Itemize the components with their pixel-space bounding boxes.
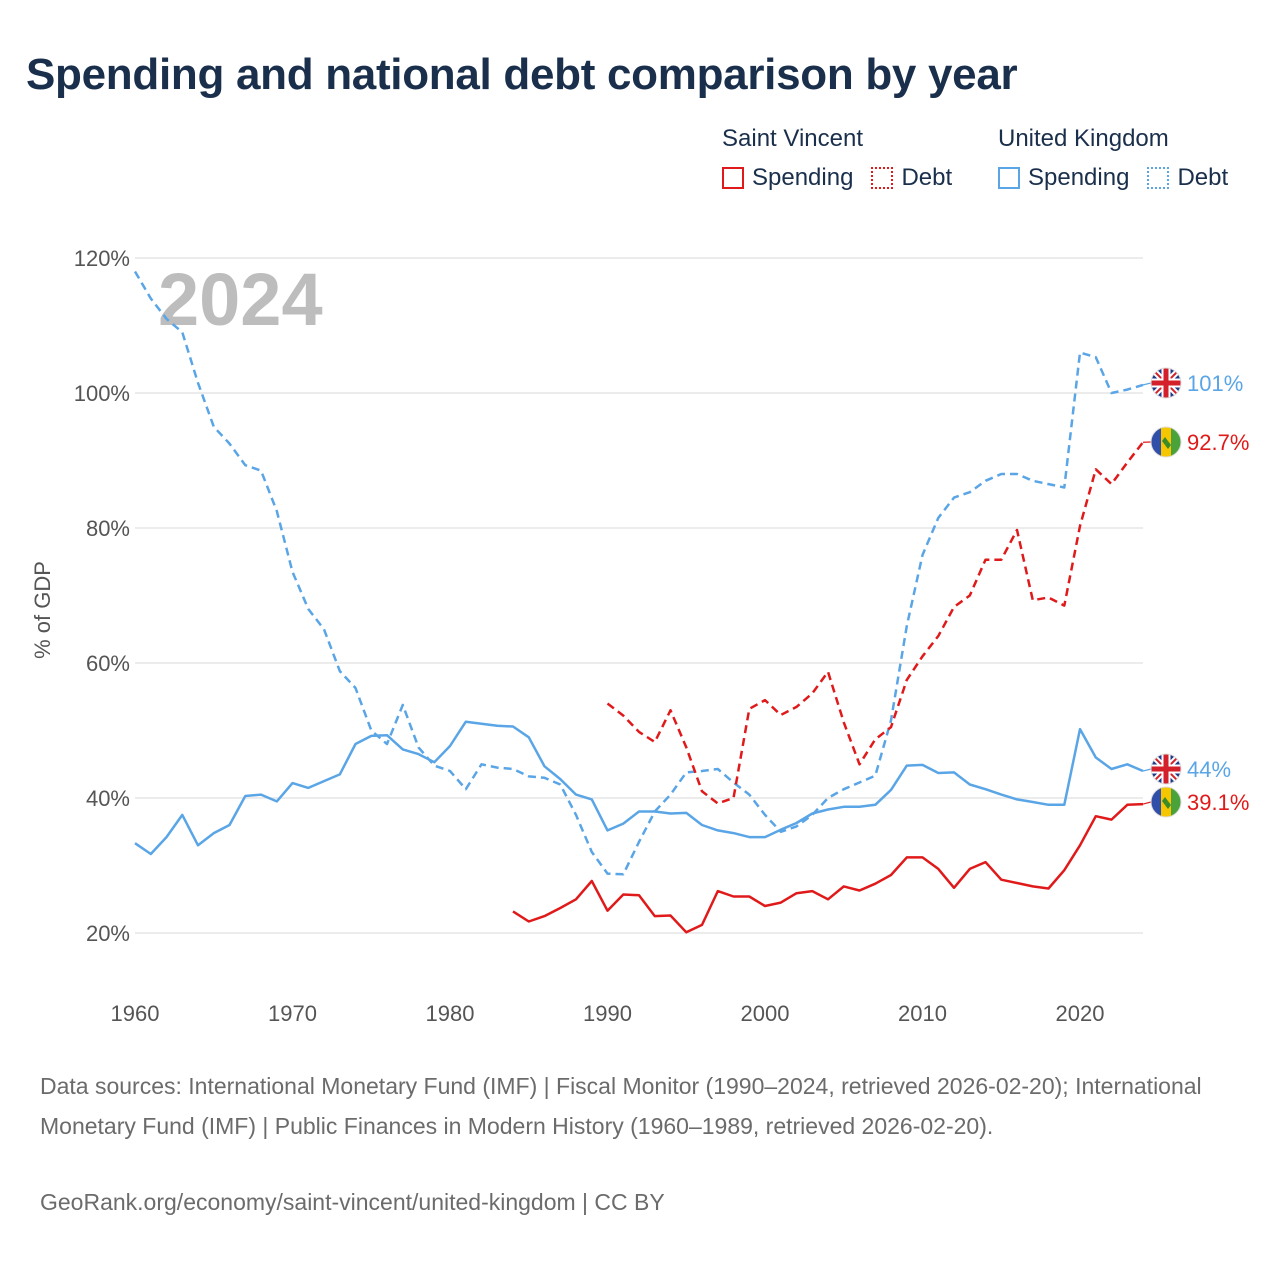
y-axis-label: % of GDP [30,561,55,659]
x-tick-label: 1970 [268,1001,317,1026]
year-watermark: 2024 [158,258,323,341]
y-tick-label: 80% [86,516,130,541]
solid-line-swatch-icon [722,167,744,189]
uk-flag-icon [1150,753,1182,785]
legend-united-kingdom: United Kingdom Spending Debt [998,122,1246,192]
leader-line [1142,801,1152,805]
series-line-saint-vincent-debt[interactable] [606,441,1144,805]
legend-group-title: Saint Vincent [722,125,863,152]
x-tick-label: 2000 [741,1001,790,1026]
y-tick-label: 20% [86,921,130,946]
y-tick-label: 40% [86,786,130,811]
legend-item-sv-debt[interactable]: Debt [871,164,952,192]
end-markers: 101% 92.7% 44% 39.1% [1142,367,1249,818]
end-value-label: 92.7% [1187,430,1249,455]
x-tick-label: 1990 [583,1001,632,1026]
legend-item-label: Spending [752,164,854,191]
saint-vincent-flag-icon [1150,786,1182,818]
solid-line-swatch-icon [998,167,1020,189]
dotted-line-swatch-icon [871,167,894,189]
legend-saint-vincent: Saint Vincent Spending Debt [722,122,970,192]
y-tick-label: 120% [74,246,130,271]
legend-group-title: United Kingdom [998,125,1169,152]
uk-flag-icon [1150,367,1182,399]
series-line-united-kingdom-spending[interactable] [134,720,1144,856]
legend-item-label: Debt [1177,164,1229,191]
legend-item-uk-spending[interactable]: Spending [998,164,1129,192]
dotted-line-swatch-icon [1147,167,1170,189]
x-tick-label: 1960 [111,1001,160,1026]
end-value-label: 44% [1187,757,1231,782]
y-tick-label: 100% [74,381,130,406]
legend-item-sv-spending[interactable]: Spending [722,164,853,192]
series [133,270,1144,934]
chart-title: Spending and national debt comparison by… [26,50,1018,99]
legend-item-label: Spending [1028,164,1130,191]
y-axis: 20% 40% 60% 80% 100% 120% [74,246,130,946]
data-sources-note: Data sources: International Monetary Fun… [40,1073,1202,1139]
legend-item-label: Debt [901,164,953,191]
series-line-united-kingdom-debt[interactable] [133,270,1144,876]
line-chart: 20% 40% 60% 80% 100% 120% 1960 1970 1980 1990 200… [30,246,1249,1026]
gridlines [135,257,1143,934]
leader-line [1142,768,1152,772]
y-tick-label: 60% [86,651,130,676]
end-value-label: 101% [1187,371,1243,396]
x-tick-label: 1980 [426,1001,475,1026]
series-line-saint-vincent-spending[interactable] [512,802,1144,934]
leader-line [1142,382,1152,386]
x-axis: 1960 1970 1980 1990 2000 2010 2020 [111,1001,1105,1026]
x-tick-label: 2010 [898,1001,947,1026]
x-tick-label: 2020 [1056,1001,1105,1026]
legend-item-uk-debt[interactable]: Debt [1147,164,1228,192]
saint-vincent-flag-icon [1150,426,1182,458]
credit-link[interactable]: GeoRank.org/economy/saint-vincent/united… [40,1189,665,1215]
end-value-label: 39.1% [1187,790,1249,815]
